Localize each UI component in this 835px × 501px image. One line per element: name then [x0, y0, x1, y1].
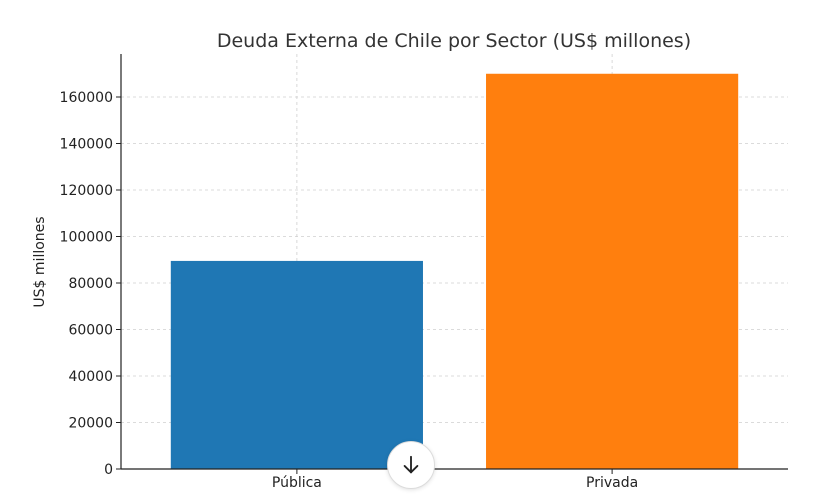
- y-tick-label: 60000: [68, 323, 113, 339]
- x-tick-label: Pública: [272, 475, 322, 491]
- y-tick-label: 100000: [60, 230, 113, 246]
- y-tick-label: 40000: [68, 369, 113, 385]
- x-axis-ticks: Pública Privada: [272, 469, 638, 491]
- scroll-down-button[interactable]: [387, 441, 435, 489]
- y-axis-ticks: 0 20000 40000 60000 80000 100000 120000 140000 1…: [60, 90, 121, 478]
- bars: [170, 73, 739, 469]
- y-tick-label: 80000: [68, 276, 113, 292]
- x-tick-label: Privada: [586, 475, 638, 491]
- y-tick-label: 0: [104, 462, 113, 478]
- y-axis-label: US$ millones: [32, 216, 48, 307]
- bar-publica: [170, 260, 423, 469]
- y-tick-label: 140000: [60, 137, 113, 153]
- y-tick-label: 160000: [60, 90, 113, 106]
- y-tick-label: 20000: [68, 416, 113, 432]
- arrow-down-icon: [403, 455, 419, 474]
- y-tick-label: 120000: [60, 183, 113, 199]
- chart-title: Deuda Externa de Chile por Sector (US$ m…: [217, 30, 691, 52]
- bar-privada: [486, 73, 739, 469]
